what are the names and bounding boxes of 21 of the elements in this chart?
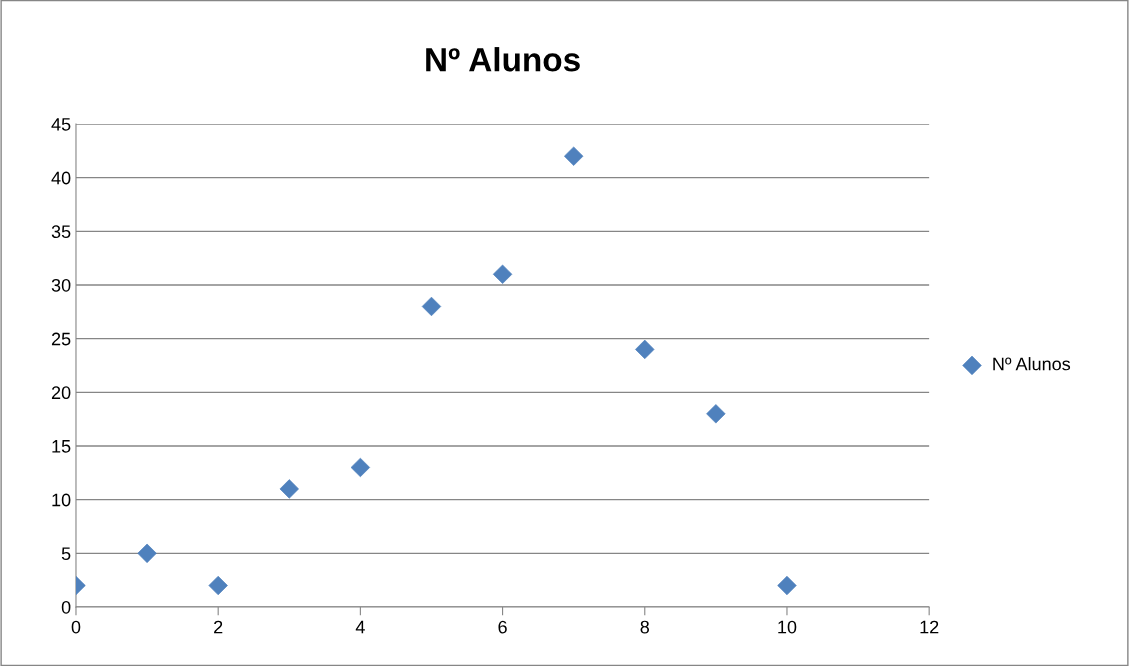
y-tick-label: 25 — [51, 332, 71, 346]
point — [350, 457, 371, 478]
x-tick-label: 0 — [71, 620, 81, 634]
x-tick-label: 2 — [214, 620, 223, 634]
x-tick-label: 8 — [640, 620, 650, 634]
y-tick-label: 0 — [61, 600, 71, 614]
y-tick-label: 10 — [52, 493, 71, 507]
y-tick-label: 20 — [51, 386, 71, 400]
y-tick-label: 35 — [51, 225, 71, 239]
legend-label: Nº Alunos — [993, 357, 1071, 371]
y-tick-label: 15 — [52, 440, 71, 453]
y-tick-label: 40 — [51, 171, 71, 185]
y-tick-label: 5 — [61, 547, 71, 561]
x-tick-label: 12 — [920, 620, 939, 634]
chart-title: Nº Alunos — [426, 47, 580, 72]
x-tick-label: 4 — [355, 620, 365, 634]
y-tick-label: 45 — [51, 118, 71, 131]
x-tick-label: 10 — [778, 620, 797, 634]
y-tick-label: 30 — [51, 278, 71, 292]
x-tick-label: 6 — [498, 620, 507, 634]
point — [421, 296, 442, 317]
